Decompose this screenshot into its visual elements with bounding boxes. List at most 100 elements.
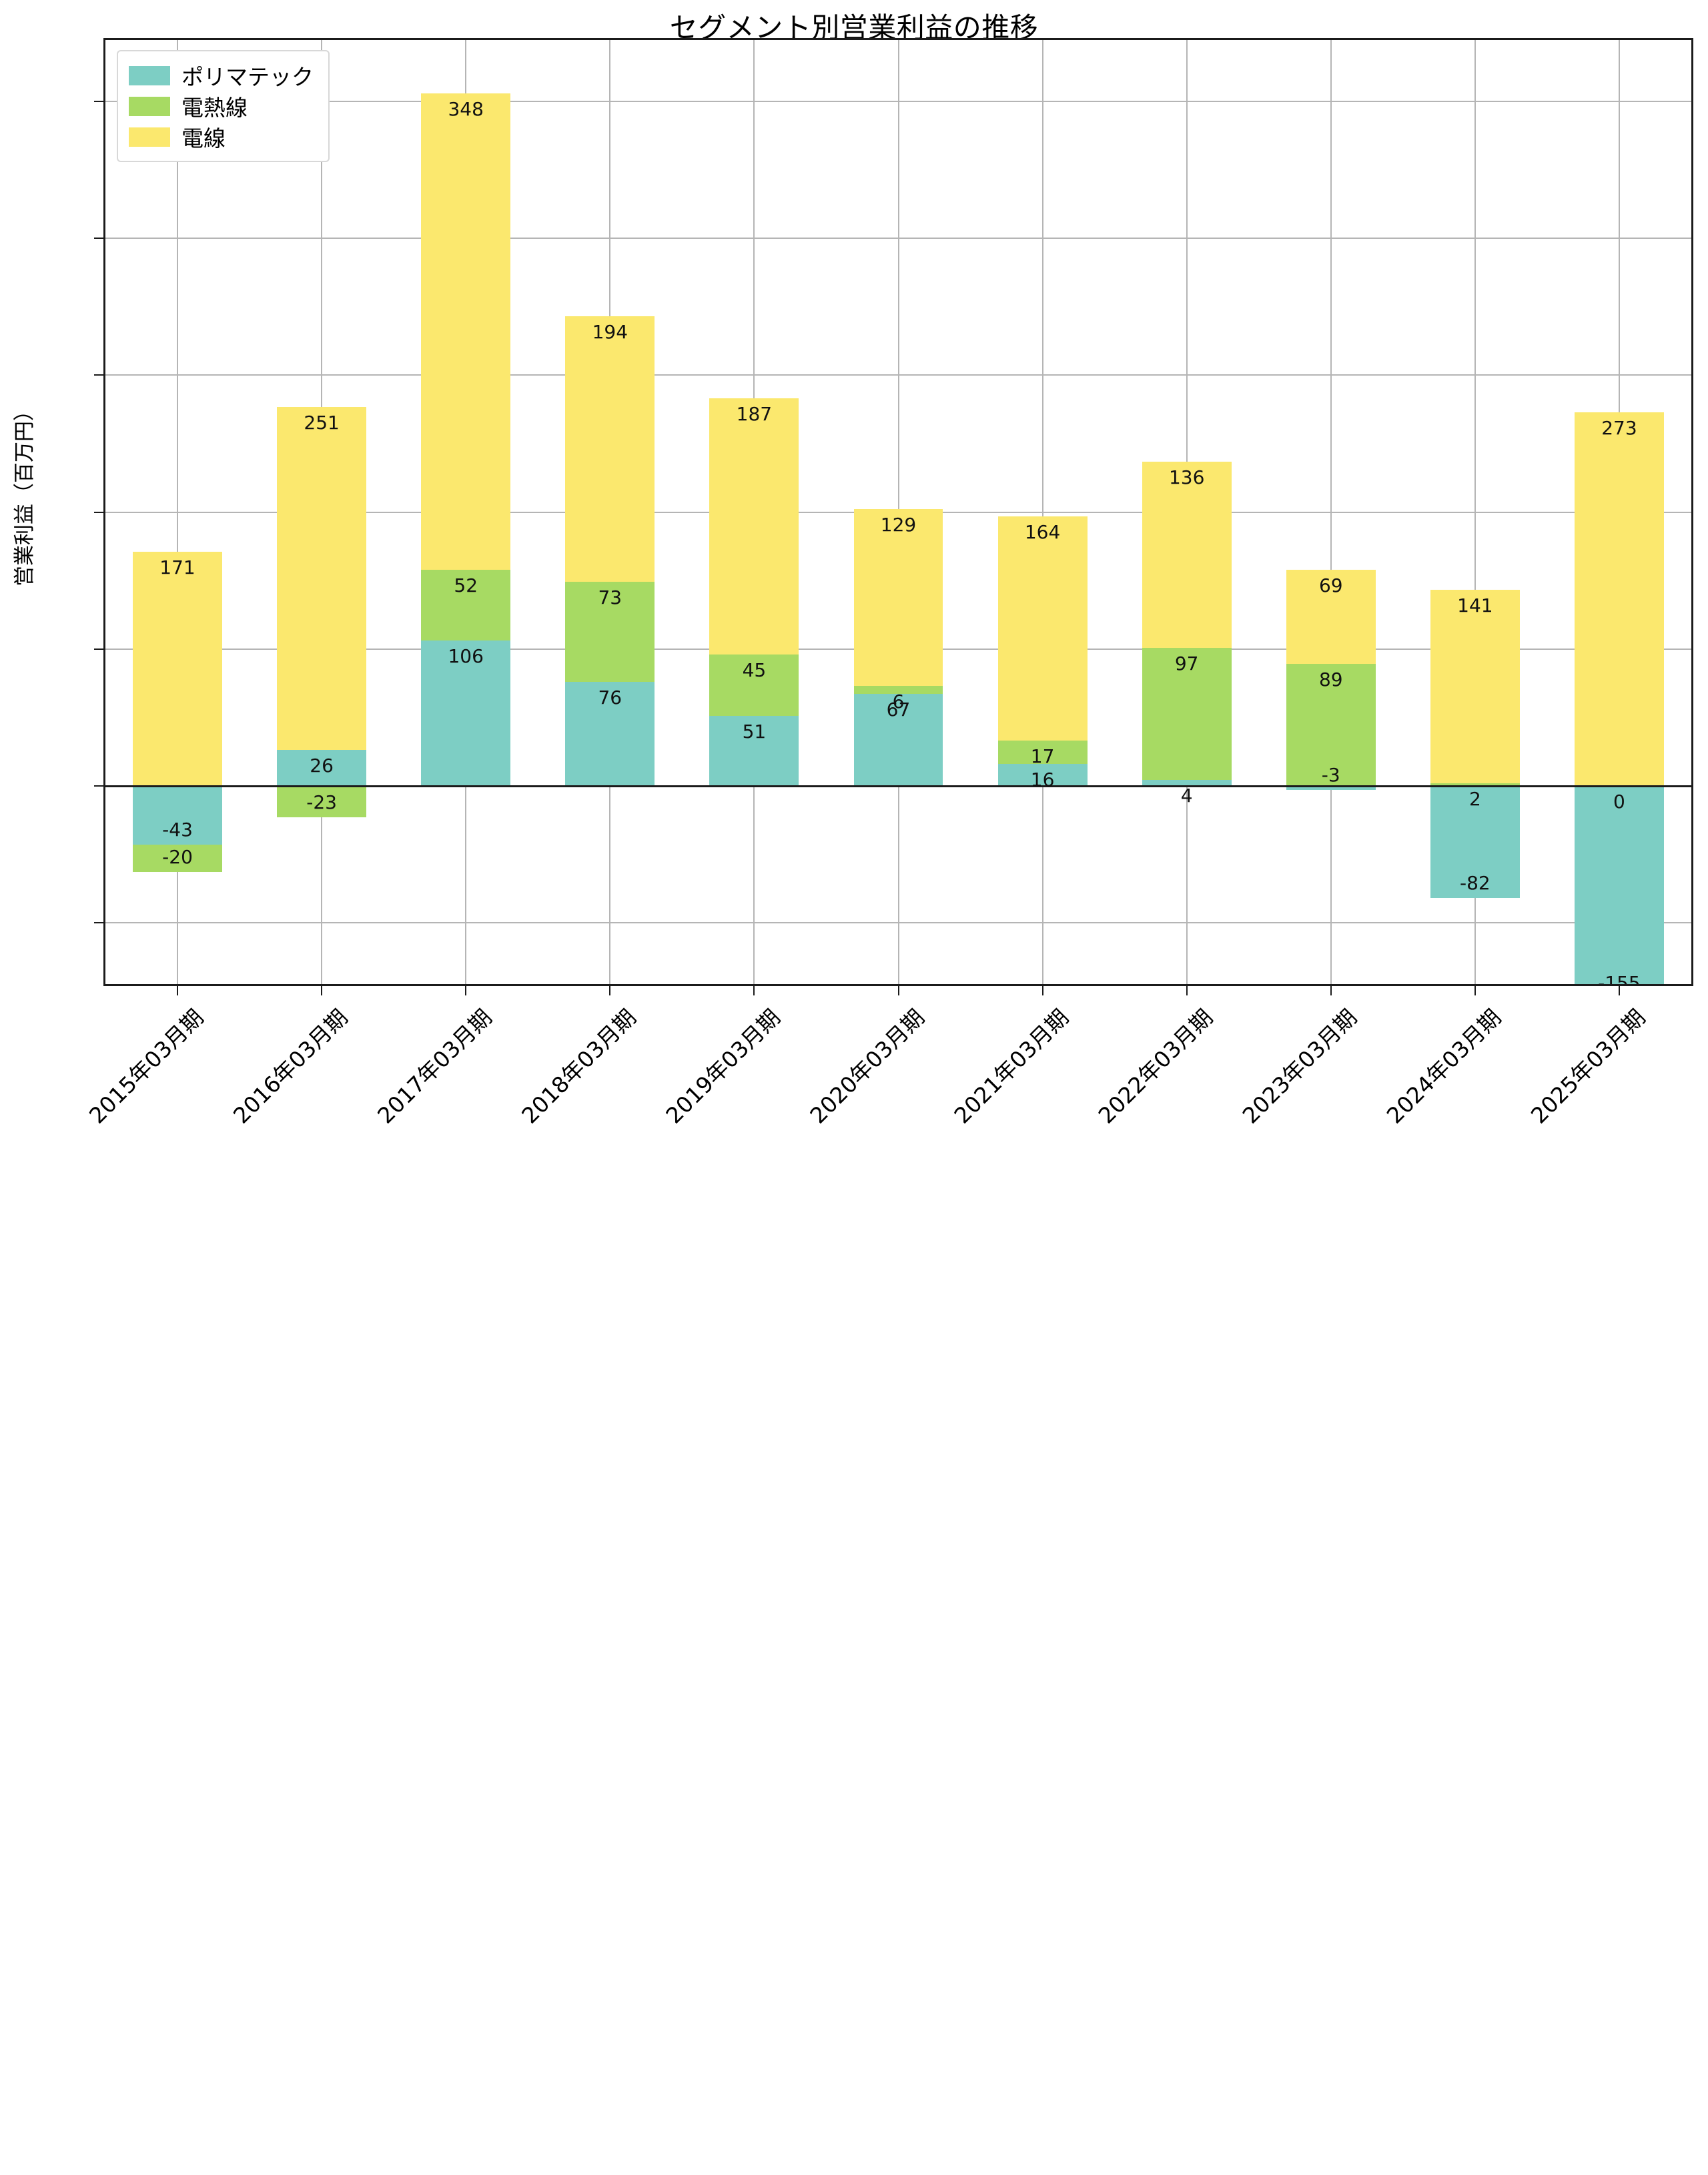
bar-segment[interactable] [853, 509, 943, 686]
legend-item[interactable]: 電熱線 [129, 91, 314, 121]
bar-value-label: -43 [162, 818, 193, 841]
y-axis-label: 営業利益（百万円） [7, 0, 37, 986]
y-tick-mark [94, 374, 103, 376]
bar-value-label: -23 [306, 791, 337, 813]
bar-segment[interactable] [997, 516, 1088, 741]
bar-segment[interactable] [1142, 647, 1232, 781]
bar-value-label: -82 [1459, 871, 1490, 894]
bar-segment[interactable] [277, 785, 367, 817]
legend-swatch [129, 65, 170, 85]
legend-label: 電熱線 [181, 95, 248, 121]
bar-group[interactable] [997, 40, 1088, 984]
bar-value-label: 67 [886, 699, 911, 721]
bar-group[interactable] [277, 40, 367, 984]
bar-segment[interactable] [277, 406, 367, 751]
bar-segment[interactable] [997, 763, 1088, 786]
bar-segment[interactable] [565, 316, 655, 582]
bar-segment[interactable] [1286, 569, 1376, 665]
x-tick-mark [609, 986, 611, 995]
x-tick-mark [897, 986, 899, 995]
y-tick-mark [94, 648, 103, 650]
gridline-vertical [1330, 40, 1332, 984]
legend-item[interactable]: ポリマテック [129, 60, 314, 91]
legend-label: ポリマテック [181, 64, 314, 90]
bar-segment[interactable] [133, 844, 223, 872]
x-tick-label: 2015年03月期 [83, 1003, 209, 1129]
y-tick-mark [94, 785, 103, 787]
bar-segment[interactable] [1286, 664, 1376, 786]
zero-baseline [105, 785, 1691, 787]
bar-segment[interactable] [1574, 785, 1664, 984]
x-tick-mark [1330, 986, 1332, 995]
bar-value-label: 97 [1174, 652, 1199, 675]
bar-value-label: 273 [1601, 416, 1637, 439]
bar-value-label: 129 [880, 514, 917, 536]
bar-segment[interactable] [709, 654, 799, 717]
bar-segment[interactable] [565, 582, 655, 682]
bar-value-label: 0 [1613, 790, 1625, 813]
bar-segment[interactable] [1142, 780, 1232, 786]
bar-value-label: 251 [304, 411, 340, 434]
bar-value-label: 16 [1030, 768, 1055, 791]
bar-segment[interactable] [709, 716, 799, 786]
bar-value-label: 73 [598, 586, 622, 609]
bar-value-label: 106 [448, 645, 484, 668]
bar-value-label: -155 [1598, 971, 1641, 986]
bar-value-label: 69 [1318, 574, 1343, 596]
bar-segment[interactable] [709, 398, 799, 655]
bar-group[interactable] [133, 40, 223, 984]
x-tick-mark [1186, 986, 1188, 995]
bar-segment[interactable] [277, 750, 367, 786]
x-tick-mark [753, 986, 755, 995]
bar-value-label: 187 [736, 403, 773, 426]
x-tick-label: 2023年03月期 [1237, 1003, 1362, 1129]
gridline-vertical [1474, 40, 1476, 984]
x-tick-label: 2016年03月期 [228, 1003, 353, 1129]
bar-segment[interactable] [1574, 412, 1664, 786]
y-axis-label-text: 営業利益（百万円） [12, 400, 37, 586]
bar-segment[interactable] [421, 640, 511, 786]
bar-value-label: 52 [454, 574, 478, 596]
y-tick-mark [94, 921, 103, 923]
x-tick-mark [1618, 986, 1620, 995]
bar-value-label: 348 [448, 97, 484, 120]
bar-group[interactable] [1142, 40, 1232, 984]
bar-group[interactable] [421, 40, 511, 984]
bar-value-label: 194 [592, 321, 628, 344]
bar-group[interactable] [709, 40, 799, 984]
chart-legend[interactable]: ポリマテック 電熱線 電線 [117, 50, 330, 162]
bar-value-label: -3 [1321, 763, 1340, 786]
bar-value-label: 136 [1168, 466, 1205, 488]
bar-segment[interactable] [1430, 590, 1520, 783]
bar-group[interactable] [853, 40, 943, 984]
x-tick-mark [321, 986, 323, 995]
bar-segment[interactable] [853, 694, 943, 786]
bar-value-label: 171 [159, 556, 195, 578]
bar-segment[interactable] [997, 740, 1088, 764]
x-tick-mark [1474, 986, 1476, 995]
legend-swatch [129, 96, 170, 116]
bar-segment[interactable] [1430, 783, 1520, 786]
y-tick-mark [94, 511, 103, 513]
bar-segment[interactable] [853, 685, 943, 695]
x-tick-label: 2020年03月期 [805, 1003, 930, 1129]
bar-segment[interactable] [421, 569, 511, 641]
bar-segment[interactable] [565, 681, 655, 786]
bar-segment[interactable] [133, 551, 223, 786]
bar-group[interactable] [1430, 40, 1520, 984]
bar-segment[interactable] [1430, 785, 1520, 898]
bar-segment[interactable] [1142, 461, 1232, 648]
legend-item[interactable]: 電線 [129, 121, 314, 152]
bar-segment[interactable] [133, 785, 223, 845]
bar-group[interactable] [565, 40, 655, 984]
bar-value-label: 164 [1024, 520, 1061, 543]
x-tick-label: 2019年03月期 [661, 1003, 785, 1129]
legend-swatch [129, 127, 170, 147]
bar-value-label: 89 [1318, 669, 1343, 691]
x-tick-label: 2024年03月期 [1381, 1003, 1507, 1129]
bar-group[interactable] [1574, 40, 1664, 984]
bar-value-label: 141 [1457, 594, 1493, 617]
bar-segment[interactable] [421, 93, 511, 570]
bar-group[interactable] [1286, 40, 1376, 984]
bar-segment[interactable] [1286, 785, 1376, 790]
